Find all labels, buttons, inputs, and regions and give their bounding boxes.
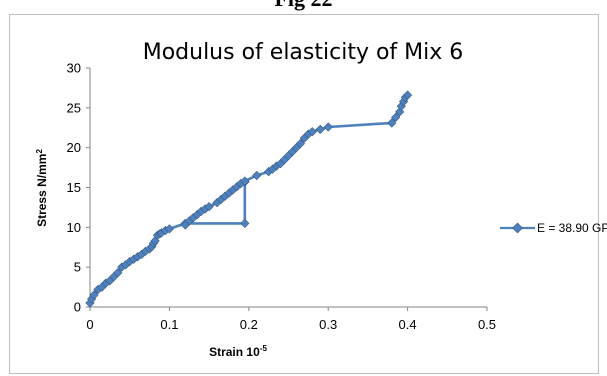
y-axis-label-text: Stress N/mm — [35, 154, 49, 227]
data-point-marker — [113, 268, 123, 278]
data-point-marker — [307, 127, 317, 137]
x-tick-label: 0 — [86, 317, 93, 332]
x-axis-label-text: Strain 10 — [209, 345, 260, 359]
data-point-marker — [295, 139, 306, 149]
y-tick-label: 10 — [67, 220, 81, 235]
legend: E = 38.90 GPa — [500, 221, 607, 235]
x-tick-label: 0.4 — [399, 317, 417, 332]
data-point-marker — [240, 176, 250, 186]
data-point-marker — [402, 90, 413, 100]
x-axis-label-superscript: -5 — [260, 344, 268, 353]
data-point-marker — [391, 112, 401, 123]
y-tick-label: 25 — [67, 100, 81, 115]
chart-area-border — [9, 14, 599, 374]
y-axis-ticks: 0 5 10 15 20 25 30 — [67, 61, 90, 315]
chart-title: Modulus of elasticity of Mix 6 — [143, 40, 464, 65]
legend-label: E = 38.90 GPa — [537, 221, 607, 235]
x-axis-ticks: 0 0.1 0.2 0.3 0.4 0.5 — [86, 307, 496, 332]
data-point-marker — [240, 218, 250, 228]
y-tick-label: 5 — [74, 260, 81, 275]
y-tick-label: 0 — [74, 300, 81, 315]
figure-caption: Fig 22 — [0, 0, 607, 10]
data-point-marker — [204, 201, 214, 212]
x-tick-label: 0.2 — [240, 317, 258, 332]
x-tick-label: 0.5 — [478, 317, 496, 332]
data-point-marker — [252, 170, 262, 181]
series-layer — [85, 90, 413, 308]
y-tick-label: 20 — [67, 140, 81, 155]
y-axis-label: Stress N/mm2 — [35, 149, 49, 227]
y-tick-label: 15 — [67, 180, 81, 195]
y-axis-label-superscript: 2 — [35, 149, 44, 154]
x-axis-label: Strain 10-5 — [209, 344, 267, 359]
data-point-marker — [315, 124, 325, 134]
data-point-marker — [89, 290, 99, 300]
data-point-marker — [323, 122, 333, 132]
x-tick-label: 0.1 — [160, 317, 178, 332]
data-point-marker — [164, 224, 175, 234]
y-tick-label: 30 — [67, 61, 81, 76]
series-line — [88, 94, 409, 304]
legend-marker-diamond-icon — [512, 222, 523, 234]
data-point-marker — [387, 118, 397, 128]
x-tick-label: 0.3 — [319, 317, 337, 332]
